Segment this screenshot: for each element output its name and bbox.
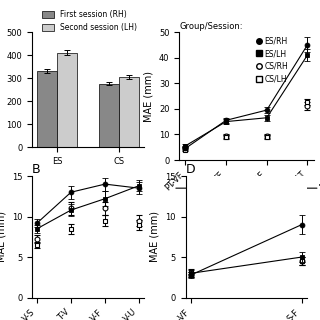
Text: D: D <box>186 163 195 176</box>
Bar <box>99 84 119 147</box>
Y-axis label: RT (ms): RT (ms) <box>0 71 1 108</box>
Y-axis label: MAE (mm): MAE (mm) <box>0 211 6 262</box>
Y-axis label: MAE (mm): MAE (mm) <box>150 211 160 262</box>
Bar <box>57 53 77 147</box>
Bar <box>37 71 57 147</box>
Y-axis label: MAE (mm): MAE (mm) <box>143 70 153 122</box>
Text: Group/Session:: Group/Session: <box>179 22 243 31</box>
Text: B: B <box>32 163 41 176</box>
Bar <box>119 77 139 147</box>
Legend: First session (RH), Second session (LH): First session (RH), Second session (LH) <box>39 7 140 35</box>
Legend: ES/RH, ES/LH, CS/RH, CS/LH: ES/RH, ES/LH, CS/RH, CS/LH <box>253 33 291 87</box>
